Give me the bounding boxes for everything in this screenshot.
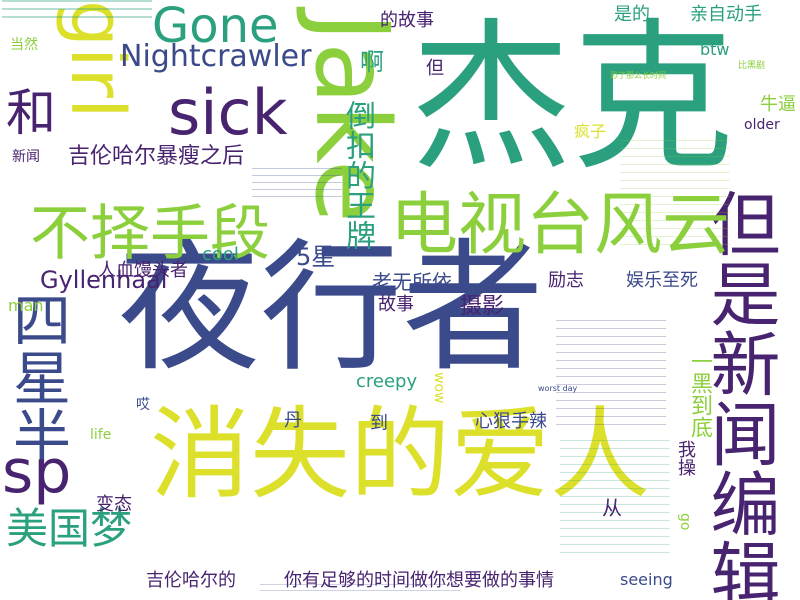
- word: 哎: [136, 397, 150, 413]
- word: 夜行者: [118, 226, 544, 391]
- filler-text-block: [260, 584, 460, 596]
- word: 励志: [548, 270, 584, 291]
- word: 到: [370, 413, 388, 434]
- word: 娱乐至死: [626, 270, 698, 291]
- word: 杰克: [410, 5, 734, 193]
- word: 倒扣的王牌: [340, 100, 375, 250]
- word: man: [8, 296, 44, 315]
- word: 新闻: [12, 149, 40, 165]
- word: older: [744, 117, 780, 133]
- word: 亲自动手: [690, 4, 762, 25]
- filler-text-block: [2, 0, 152, 24]
- word: 当然: [10, 37, 38, 53]
- word: wow: [431, 372, 447, 404]
- word: 人血馒头者: [98, 260, 188, 281]
- word: 是的: [614, 4, 650, 25]
- word: 和: [6, 84, 56, 142]
- word: cool: [202, 244, 239, 265]
- word: girl: [54, 0, 140, 119]
- word: btw: [700, 40, 730, 59]
- word: 摄影: [460, 294, 505, 319]
- word: 比黑剧: [738, 61, 766, 71]
- word: 丹: [284, 410, 302, 431]
- word: 但是新闻编辑室: [699, 188, 781, 600]
- filler-text-block: [252, 168, 342, 198]
- filler-text-block: [556, 320, 666, 430]
- word: 疯子: [574, 122, 607, 141]
- word: 5星: [296, 243, 336, 271]
- word: Gyllenhaal: [40, 266, 168, 294]
- filler-text-block: [560, 440, 670, 560]
- word: 不择手段: [30, 199, 270, 269]
- word: 我操: [675, 440, 696, 476]
- word: Nightcrawler: [120, 39, 312, 74]
- word: life: [90, 427, 112, 443]
- word: 牛逼: [760, 94, 796, 115]
- word: 变态: [96, 494, 132, 515]
- word: sp: [2, 437, 72, 507]
- word: 老无所依: [372, 270, 452, 294]
- word: 吉伦哈尔暴瘦之后: [68, 144, 245, 169]
- word: Gone: [152, 0, 279, 54]
- word: 美国梦: [6, 504, 133, 553]
- word: 你有足够的时间做你想要做的事情: [284, 570, 554, 591]
- word: 啊: [360, 48, 384, 76]
- word: 消失的爱人: [150, 396, 650, 513]
- word: 从: [602, 496, 622, 520]
- word: Jake: [292, 12, 411, 223]
- word: 一黑到底: [687, 350, 712, 438]
- word: 故事: [378, 294, 414, 315]
- word: 四星半: [3, 290, 71, 464]
- word: 吉伦哈尔的: [146, 570, 236, 591]
- word: 但: [426, 58, 444, 79]
- word: 电视台风云: [390, 186, 731, 265]
- word: go: [677, 513, 693, 531]
- word: worst day: [538, 384, 578, 393]
- word: 恐了那么长时间: [610, 71, 666, 80]
- word: creepy: [356, 371, 418, 392]
- word: 的故事: [380, 10, 434, 31]
- word: 心狠手辣: [475, 411, 547, 432]
- word: seeing: [620, 570, 673, 589]
- filler-text-block: [620, 140, 730, 250]
- word: sick: [168, 76, 288, 149]
